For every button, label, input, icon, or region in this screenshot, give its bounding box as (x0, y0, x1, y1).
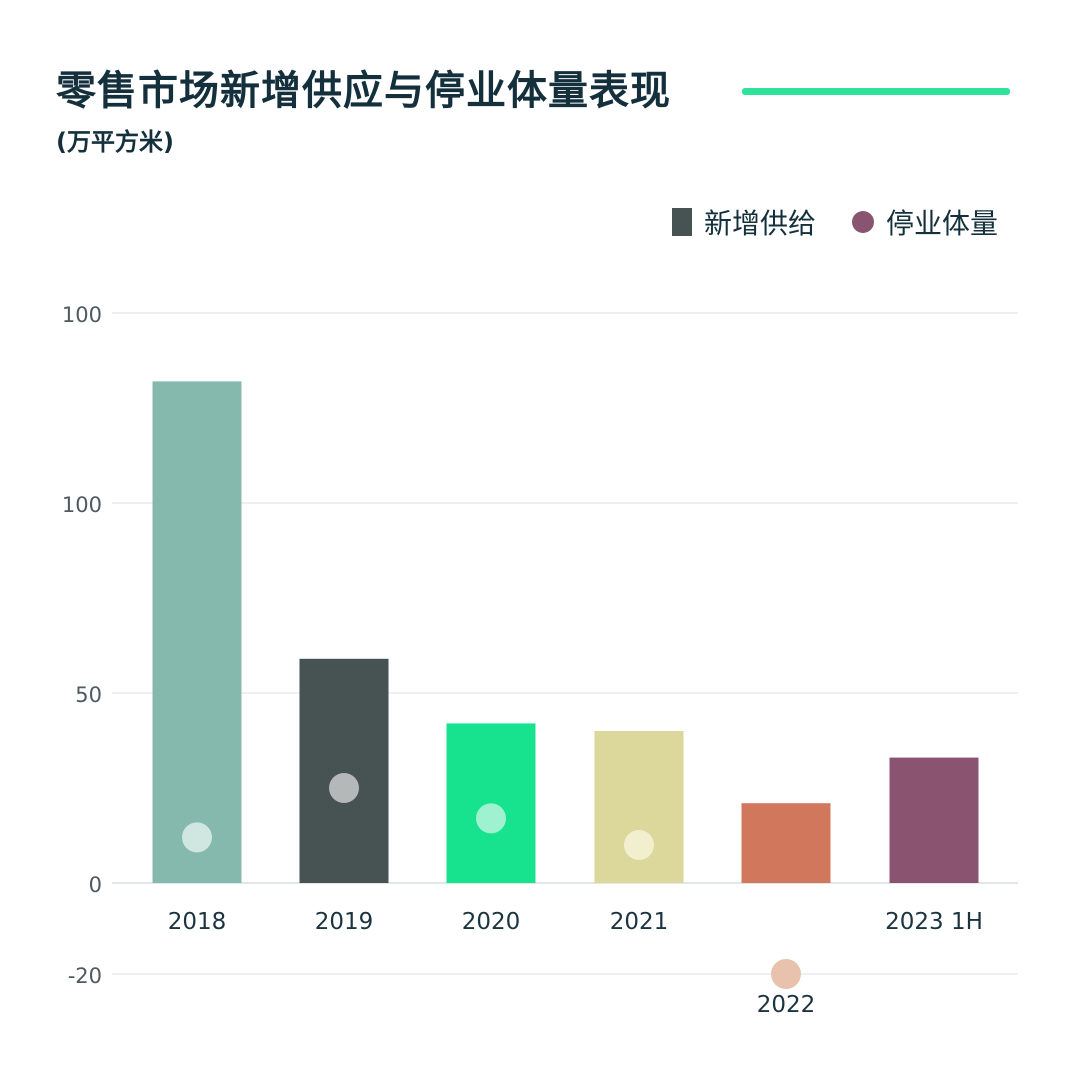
x-tick-label: 2022 (757, 992, 816, 1018)
legend-swatch-closure (851, 211, 874, 233)
closure-dot (476, 803, 506, 834)
legend-label-supply: 新增供给 (703, 207, 816, 240)
legend-label-closure: 停业体量 (885, 207, 998, 240)
legend-item-supply: 新增供给 (671, 202, 816, 242)
x-tick-label: 2019 (315, 909, 374, 935)
bar (299, 658, 389, 883)
x-tick-label: 2020 (462, 909, 521, 935)
y-tick-label: 100 (62, 493, 102, 517)
closure-dot (182, 822, 212, 853)
closure-dot (329, 773, 359, 803)
closure-dot (771, 959, 801, 989)
bar (594, 731, 684, 883)
legend-swatch-supply (671, 208, 692, 236)
y-tick-label: 100 (62, 303, 102, 327)
x-tick-label: 2021 (610, 909, 669, 935)
legend-item-closure: 停业体量 (851, 202, 998, 242)
x-tick-label: 2023 1H (885, 909, 983, 935)
title-accent-rule (742, 88, 1010, 95)
legend: 新增供给 停业体量 (671, 202, 998, 242)
bar (152, 381, 242, 883)
bar (889, 757, 979, 883)
closure-dot (624, 830, 654, 860)
x-tick-label: 2018 (168, 909, 227, 935)
bar (741, 803, 831, 883)
y-tick-label: 0 (89, 873, 102, 897)
y-tick-label: 50 (75, 683, 102, 707)
chart-title: 零售市场新增供应与停业体量表现 (56, 68, 671, 114)
unit-subtitle: (万平方米) (56, 128, 174, 156)
y-tick-label: -20 (68, 964, 102, 988)
bar (446, 723, 536, 883)
